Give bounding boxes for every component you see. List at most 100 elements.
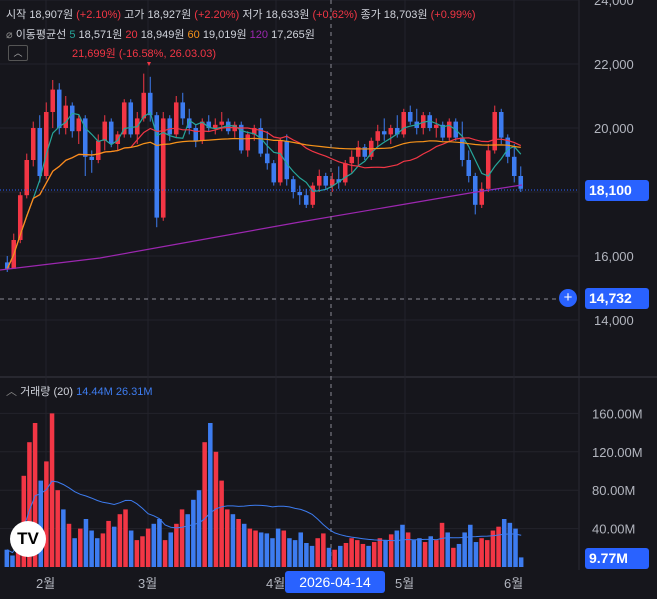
volume-bar [61,509,66,567]
volume-bar [174,523,179,567]
volume-bar [366,545,371,567]
volume-ma-line [6,480,522,554]
candle-body [69,105,75,132]
candle-body [297,192,303,196]
alert-price-tag[interactable]: 14,732 [585,288,649,309]
candle-body [128,102,134,135]
volume-bar [281,530,287,567]
volume-bar [411,540,417,567]
candle-body [76,118,82,132]
open-value: 18,907원 [29,9,74,21]
ma20-period: 20 [125,29,138,41]
volume-bar [78,528,83,567]
candle-body [95,140,101,160]
volume-bar [236,519,241,567]
low-change: (+0.62%) [312,9,358,21]
tradingview-logo: TV [10,521,46,557]
candle-body [362,147,368,157]
candle-body [4,262,10,269]
volume-bar [230,514,236,567]
volume-bar [360,543,366,567]
volume-bar [417,538,422,567]
volume-bar [32,423,38,567]
volume-bar [434,540,439,567]
close-change: (+0.99%) [430,9,476,21]
time-tick-label: 4월 [266,576,285,591]
volume-bar [162,540,168,567]
volume-bar [507,522,513,567]
volume-bar [485,540,490,567]
volume-bar [309,545,315,567]
ma5-period: 5 [69,29,76,41]
volume-bar [117,514,123,567]
candle-body [251,128,257,135]
volume-bar [191,499,196,567]
candle-body [407,112,413,122]
candle-body [225,121,231,132]
volume-bar [106,520,111,567]
ma-legend-label: 이동평균선 [15,29,67,41]
open-label: 시작 [6,9,27,21]
candle-body [238,124,244,151]
candle-body [375,131,381,141]
volume-bar [304,543,309,567]
volume-bar [49,413,55,567]
open-change: (+2.10%) [76,9,122,21]
volume-bar [95,538,100,567]
candle-body [446,121,452,138]
volume-bar [253,530,258,567]
price-tick-label: 16,000 [594,249,634,264]
candle-body [271,163,277,183]
eye-toggle-icon[interactable]: ⌀ [6,29,13,41]
candle-body [264,153,270,164]
add-alert-icon[interactable]: + [559,289,577,307]
candle-body [323,176,329,186]
high-annotation: 21,699원 (-16.58%, 26.03.03) [72,48,217,60]
ma60-value: 19,019원 [202,29,247,41]
volume-tick-label: 40.00M [592,522,635,537]
candle-body [381,131,387,135]
candle-body [108,121,114,144]
ohlc-legend: 시작 18,907원 (+2.10%) 고가 18,927원 (+2.20%) … [6,6,476,22]
price-tick-label: 14,000 [594,313,634,328]
volume-ma-value: 14.44M [76,386,113,398]
time-tick-label: 2월 [36,576,55,591]
candle-body [173,102,179,135]
candle-body [355,147,361,157]
candle-body [303,195,309,205]
volume-bar [140,536,145,567]
volume-bar [55,490,60,567]
volume-legend: ︿ 거래량 (20) 14.44M 26.31M [6,383,153,399]
candle-body [277,140,283,183]
collapse-chevron-icon[interactable]: ︿ [8,45,28,61]
volume-bar [258,532,264,567]
candle-body [479,188,485,205]
ma5-line [6,111,522,270]
volume-bar [422,542,428,567]
volume-bar [72,538,77,567]
volume-bar [315,538,320,567]
volume-bar [208,423,213,567]
ma-legend: ⌀ 이동평균선 5 18,571원 20 18,949원 60 19,019원 … [6,26,315,42]
volume-chevron-icon[interactable]: ︿ [6,386,17,398]
price-tick-label: 22,000 [594,57,634,72]
price-tick-label: 24,000 [594,0,634,8]
volume-bar [298,532,303,567]
volume-bar [219,480,224,567]
candle-body [50,89,56,112]
close-value: 18,703원 [383,9,428,21]
volume-tick-label: 80.00M [592,483,635,498]
volume-bar [38,480,43,567]
volume-bar [405,532,411,567]
volume-bar [83,519,89,567]
volume-bar [202,442,207,567]
volume-bar [321,533,326,567]
candle-body [505,137,511,157]
high-value: 18,927원 [147,9,192,21]
ma60-line [6,137,521,270]
candle-body [56,89,62,128]
candle-body [401,112,407,135]
candle-body [485,150,491,189]
volume-bar [157,519,162,567]
